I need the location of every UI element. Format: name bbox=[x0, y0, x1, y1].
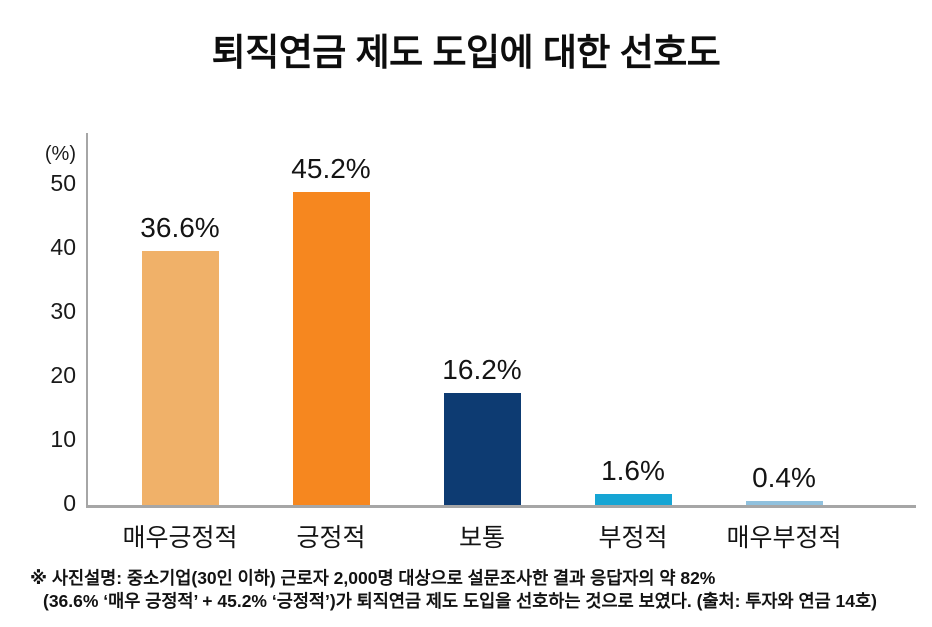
value-label-긍정적: 45.2% bbox=[291, 153, 371, 184]
y-tick-50: 50 bbox=[50, 170, 76, 196]
category-label-부정적: 부정적 bbox=[598, 524, 668, 552]
y-axis-line bbox=[86, 133, 88, 507]
value-label-매우부정적: 0.4% bbox=[752, 462, 816, 493]
category-label-매우긍정적: 매우긍정적 bbox=[122, 524, 238, 552]
category-label-매우부정적: 매우부정적 bbox=[726, 524, 842, 552]
chart-caption: ※ 사진설명: 중소기업(30인 이하) 근로자 2,000명 대상으로 설문조… bbox=[30, 567, 920, 613]
y-tick-40: 40 bbox=[50, 234, 76, 260]
value-label-부정적: 1.6% bbox=[601, 455, 665, 486]
value-label-보통: 16.2% bbox=[442, 354, 522, 385]
y-tick-10: 10 bbox=[50, 426, 76, 452]
chart-title: 퇴직연금 제도 도입에 대한 선호도 bbox=[211, 32, 721, 73]
y-axis-unit-label: (%) bbox=[44, 143, 76, 165]
bar-매우긍정적 bbox=[141, 251, 219, 505]
y-tick-0: 0 bbox=[63, 490, 76, 516]
bar-긍정적 bbox=[292, 192, 370, 505]
bar-부정적 bbox=[594, 494, 672, 505]
category-label-보통: 보통 bbox=[458, 524, 505, 552]
y-tick-20: 20 bbox=[50, 362, 76, 388]
y-tick-30: 30 bbox=[50, 298, 76, 324]
bar-보통 bbox=[443, 393, 521, 505]
value-label-매우긍정적: 36.6% bbox=[140, 212, 220, 243]
bar-매우부정적 bbox=[745, 501, 823, 505]
category-label-긍정적: 긍정적 bbox=[296, 524, 366, 552]
x-axis-line bbox=[86, 505, 916, 508]
caption-line-1: ※ 사진설명: 중소기업(30인 이하) 근로자 2,000명 대상으로 설문조… bbox=[30, 568, 716, 588]
caption-line-2: (36.6% ‘매우 긍정적’ + 45.2% ‘긍정적’)가 퇴직연금 제도 … bbox=[43, 591, 877, 611]
